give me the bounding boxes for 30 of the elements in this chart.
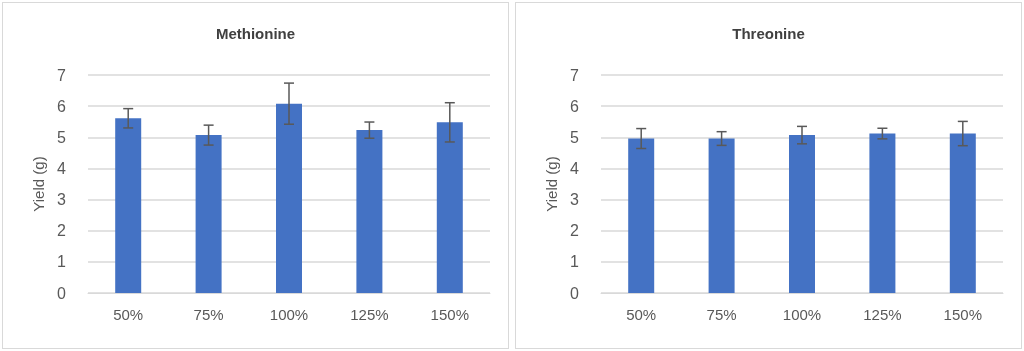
y-tick-label: 0 (57, 284, 67, 302)
x-tick-label: 150% (430, 306, 469, 323)
x-tick-label: 100% (782, 306, 822, 323)
y-tick-label: 4 (570, 159, 580, 177)
x-tick-label: 75% (193, 306, 224, 323)
y-tick-label: 1 (57, 253, 67, 271)
y-axis-title: Yield (g) (30, 156, 48, 212)
x-tick-label: 75% (706, 306, 737, 323)
x-tick-label: 50% (626, 306, 657, 323)
y-tick-label: 2 (570, 222, 580, 240)
y-tick-label: 6 (570, 97, 580, 115)
y-tick-label: 3 (570, 191, 580, 209)
chart-title: Methionine (215, 25, 296, 42)
y-tick-label: 5 (57, 128, 67, 146)
y-tick-label: 7 (57, 66, 67, 84)
x-tick-label: 125% (863, 306, 902, 323)
x-tick-label: 50% (113, 306, 144, 323)
y-tick-label: 4 (57, 159, 67, 177)
y-tick-label: 3 (57, 191, 67, 209)
y-tick-label: 1 (570, 253, 580, 271)
y-axis-title: Yield (g) (543, 156, 561, 212)
y-tick-label: 0 (570, 284, 580, 302)
x-tick-label: 100% (269, 306, 309, 323)
x-tick-label: 150% (943, 306, 982, 323)
y-tick-label: 2 (57, 222, 67, 240)
y-tick-label: 5 (570, 128, 580, 146)
x-tick-label: 125% (350, 306, 389, 323)
chart-title: Threonine (732, 25, 805, 42)
y-tick-label: 6 (57, 97, 67, 115)
y-tick-label: 7 (570, 66, 580, 84)
